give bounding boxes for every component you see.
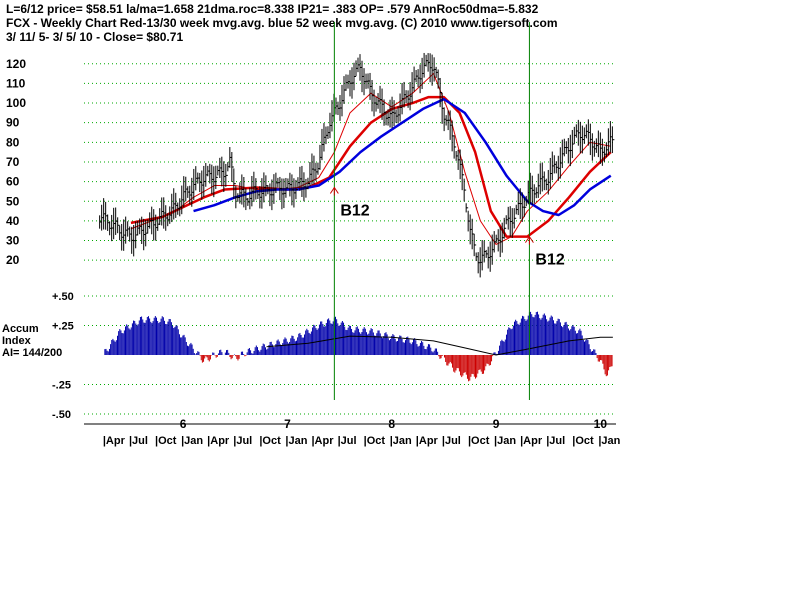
signal-layer: B12 B12 <box>329 22 565 400</box>
month-label: |Jan <box>390 435 412 447</box>
accum-tick-label: +.25 <box>52 321 74 333</box>
month-label: |Jan <box>494 435 516 447</box>
year-label: 6 <box>180 417 187 431</box>
price-tick-label: 20 <box>6 253 20 267</box>
accum-title-line: AI= 144/200 <box>2 347 62 359</box>
month-label: |Jan <box>598 435 620 447</box>
price-tick-label: 60 <box>6 175 20 189</box>
month-label: |Jul <box>546 435 565 447</box>
price-tick-label: 100 <box>6 96 26 110</box>
accum-tick-label: -.50 <box>52 409 71 421</box>
price-tick-label: 80 <box>6 135 20 149</box>
signal-label: B12 <box>340 203 369 220</box>
month-label: |Jan <box>285 435 307 447</box>
axis-layer: 20 30 40 50 60 70 80 90 100 110 120 +.50 +.25 -.25 -.5… <box>2 57 621 447</box>
price-tick-label: 110 <box>6 76 26 90</box>
signal-label: B12 <box>535 252 564 269</box>
grid-layer <box>84 63 616 415</box>
price-tick-label: 90 <box>6 116 20 130</box>
accum-tick-label: -.25 <box>52 380 71 392</box>
accum-tick-label: +.50 <box>52 291 74 303</box>
price-tick-label: 40 <box>6 214 20 228</box>
month-label: |Oct <box>468 435 490 447</box>
price-tick-label: 30 <box>6 234 20 248</box>
price-tick-label: 120 <box>6 57 26 71</box>
month-label: |Oct <box>572 435 594 447</box>
month-label: |Apr <box>103 435 126 447</box>
year-label: 8 <box>388 417 395 431</box>
month-label: |Apr <box>207 435 230 447</box>
month-label: |Jul <box>129 435 148 447</box>
year-label: 10 <box>594 417 608 431</box>
ma-52-week-line <box>193 97 612 217</box>
moving-averages-layer <box>130 73 612 245</box>
header-line-1: L=6/12 price= $58.51 la/ma=1.658 21dma.r… <box>6 2 539 16</box>
accum-average-line <box>266 335 613 356</box>
price-tick-label: 50 <box>6 194 20 208</box>
ma-13-week-line <box>130 73 611 245</box>
accum-layer <box>104 311 613 382</box>
header-line-2: FCX - Weekly Chart Red-13/30 week mvg.av… <box>6 16 558 30</box>
price-tick-label: 70 <box>6 155 20 169</box>
month-label: |Jan <box>181 435 203 447</box>
month-label: |Apr <box>520 435 543 447</box>
month-label: |Jul <box>233 435 252 447</box>
month-label: |Oct <box>259 435 281 447</box>
year-label: 9 <box>493 417 500 431</box>
accum-title-line: Accum <box>2 323 39 335</box>
month-label: |Apr <box>416 435 439 447</box>
year-label: 7 <box>284 417 291 431</box>
ma-30-week-line <box>130 95 612 238</box>
header-line-3: 3/ 11/ 5- 3/ 5/ 10 - Close= $80.71 <box>6 30 184 44</box>
month-label: |Oct <box>364 435 386 447</box>
month-label: |Jul <box>338 435 357 447</box>
accum-title-line: Index <box>2 335 32 347</box>
month-label: |Oct <box>155 435 177 447</box>
price-bars-layer <box>99 52 615 278</box>
month-label: |Apr <box>311 435 334 447</box>
month-label: |Jul <box>442 435 461 447</box>
